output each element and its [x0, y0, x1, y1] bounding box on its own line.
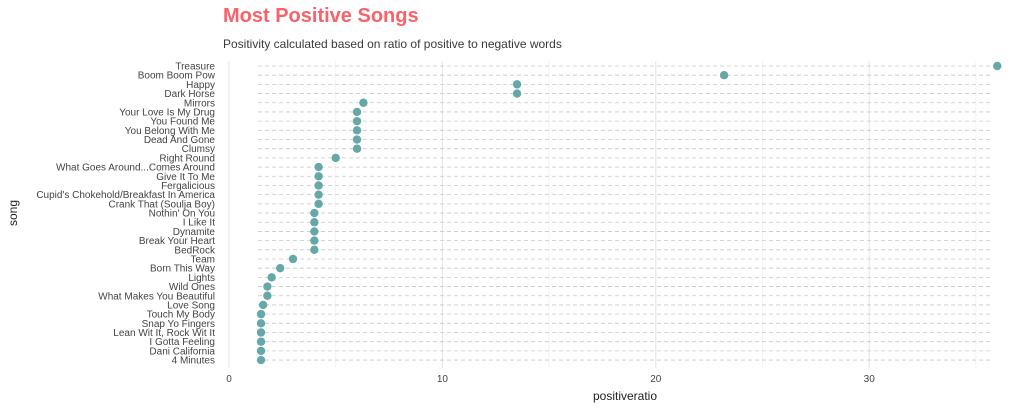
data-point [276, 263, 285, 273]
y-tick-label: Cupid's Chokehold/Breakfast In America [36, 190, 215, 201]
y-tick-label: Break Your Heart [139, 236, 215, 247]
y-tick-label: Lights [188, 273, 215, 284]
data-point [263, 291, 272, 300]
y-axis-title: song [6, 200, 20, 226]
data-point [256, 309, 266, 319]
data-point [288, 254, 298, 264]
y-tick-label: Dynamite [173, 227, 216, 238]
data-point [267, 273, 276, 282]
y-tick-label: Lean Wit It, Rock Wit It [113, 328, 215, 339]
y-tick-label: Born This Way [150, 264, 215, 275]
x-axis-title: positiveratio [593, 389, 657, 403]
data-point [331, 153, 340, 163]
data-point [512, 89, 522, 98]
x-tick-label: 10 [437, 374, 449, 385]
y-tick-label: Dead And Gone [144, 135, 216, 146]
y-tick-label: Wild Ones [169, 282, 215, 293]
y-tick-label: Dani California [149, 346, 215, 357]
grid-lines [228, 61, 990, 368]
y-tick-label: Snap Yo Fingers [142, 319, 215, 330]
y-tick-label: What Makes You Beautiful [98, 291, 215, 302]
x-tick-label: 30 [864, 374, 876, 385]
y-tick-label: What Goes Around...Comes Around [56, 163, 215, 174]
data-point [359, 98, 368, 107]
y-tick-label: You Belong With Me [125, 126, 216, 137]
y-tick-label: Boom Boom Pow [138, 71, 216, 82]
y-tick-label: Clumsy [182, 144, 215, 155]
y-tick-label: BedRock [174, 245, 216, 256]
y-tick-label: Team [191, 254, 215, 265]
y-tick-label: Dark Horse [164, 89, 215, 100]
y-tick-label: Your Love Is My Drug [119, 107, 215, 118]
data-point [314, 199, 323, 209]
data-point [352, 144, 362, 153]
x-tick-label: 20 [650, 374, 662, 385]
data-point [314, 172, 323, 181]
data-point [352, 116, 362, 126]
data-point [993, 61, 1002, 71]
data-point [314, 162, 323, 172]
data-point [310, 236, 319, 245]
y-tick-label: Nothin' On You [149, 209, 215, 220]
data-point [719, 70, 729, 80]
data-point [314, 181, 323, 190]
data-point [258, 300, 268, 310]
y-tick-label: Crank That (Soulja Boy) [108, 199, 215, 210]
chart-subtitle: Positivity calculated based on ratio of … [223, 37, 562, 51]
data-point [310, 245, 319, 254]
y-tick-label: Touch My Body [147, 310, 215, 321]
x-tick-labels: 0 10 20 30 [226, 374, 875, 385]
data-point [512, 80, 522, 89]
y-tick-label: You Found Me [150, 117, 215, 128]
data-point [310, 227, 319, 236]
data-point [256, 337, 266, 346]
data-points [256, 61, 1002, 365]
data-point [256, 328, 266, 337]
y-tick-label: Right Round [159, 153, 215, 164]
data-point [256, 346, 266, 356]
y-tick-label: 4 Minutes [172, 356, 215, 367]
data-point [256, 319, 266, 328]
data-point [263, 282, 272, 291]
x-tick-label: 0 [226, 374, 232, 385]
data-point [310, 208, 319, 218]
y-tick-label: Mirrors [184, 98, 215, 109]
y-tick-label: I Gotta Feeling [149, 337, 215, 348]
data-point [352, 107, 362, 117]
y-tick-label: Happy [186, 80, 215, 91]
y-tick-label: Treasure [175, 62, 215, 73]
y-tick-label: I Like It [183, 218, 215, 229]
y-tick-label: Love Song [167, 300, 215, 311]
data-point [310, 218, 319, 227]
y-tick-label: Give It To Me [156, 172, 215, 183]
data-point [352, 135, 362, 144]
data-point [314, 190, 323, 199]
chart-title: Most Positive Songs [223, 5, 419, 27]
data-point [256, 355, 266, 365]
y-tick-label: Fergalicious [161, 181, 215, 192]
data-point [352, 126, 362, 135]
